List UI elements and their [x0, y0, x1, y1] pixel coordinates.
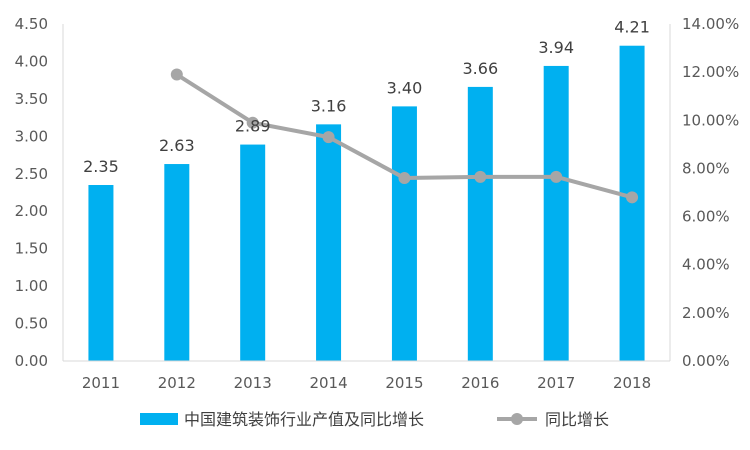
y-left-tick-label: 0.00 [15, 352, 48, 370]
bar-data-label: 3.66 [463, 59, 499, 78]
legend-swatch-marker [511, 413, 523, 425]
growth-point [474, 170, 487, 183]
bar-data-label: 3.16 [311, 96, 347, 115]
legend-label-line: 同比增长 [545, 410, 609, 429]
y-left-tick-label: 1.00 [15, 277, 48, 295]
bar-data-label: 4.21 [614, 18, 650, 37]
y-left-tick-label: 4.50 [15, 15, 48, 33]
growth-point [322, 131, 335, 144]
bar [467, 86, 493, 361]
y-left-tick-label: 3.00 [15, 127, 48, 145]
bar [316, 124, 342, 362]
y-left-tick-label: 0.50 [15, 315, 48, 333]
x-tick-label: 2011 [82, 374, 120, 392]
x-tick-label: 2014 [309, 374, 347, 392]
legend-label-bar: 中国建筑装饰行业产值及同比增长 [184, 410, 424, 429]
y-right-tick-label: 10.00% [682, 111, 739, 129]
y-right-tick-label: 8.00% [682, 159, 730, 177]
bar [543, 65, 569, 361]
x-tick-label: 2018 [613, 374, 651, 392]
x-tick-label: 2012 [158, 374, 196, 392]
legend-swatch-bar [140, 413, 178, 425]
growth-point [626, 191, 639, 204]
bar [164, 164, 190, 361]
y-left-tick-label: 4.00 [15, 52, 48, 70]
x-tick-label: 2013 [234, 374, 272, 392]
growth-point [170, 68, 183, 81]
bar [619, 45, 645, 362]
growth-point [246, 116, 259, 129]
bar-data-label: 3.40 [387, 78, 423, 97]
bar [240, 144, 266, 361]
growth-point [398, 172, 411, 185]
bar-data-label: 2.35 [83, 157, 119, 176]
bar [88, 185, 114, 361]
y-right-tick-label: 12.00% [682, 63, 739, 81]
y-left-tick-label: 3.50 [15, 90, 48, 108]
x-tick-label: 2015 [385, 374, 423, 392]
bar-data-label: 2.89 [235, 117, 271, 136]
y-right-tick-label: 6.00% [682, 208, 730, 226]
y-right-tick-label: 0.00% [682, 352, 730, 370]
y-left-tick-label: 1.50 [15, 240, 48, 258]
bar-data-label: 3.94 [538, 38, 574, 57]
growth-point [550, 170, 563, 183]
x-tick-label: 2017 [537, 374, 575, 392]
y-left-tick-label: 2.50 [15, 165, 48, 183]
y-left-tick-label: 2.00 [15, 202, 48, 220]
y-right-tick-label: 14.00% [682, 15, 739, 33]
bar [391, 106, 417, 361]
x-tick-label: 2016 [461, 374, 499, 392]
y-right-tick-label: 2.00% [682, 304, 730, 322]
y-right-tick-label: 4.00% [682, 256, 730, 274]
bar-data-label: 2.63 [159, 136, 195, 155]
